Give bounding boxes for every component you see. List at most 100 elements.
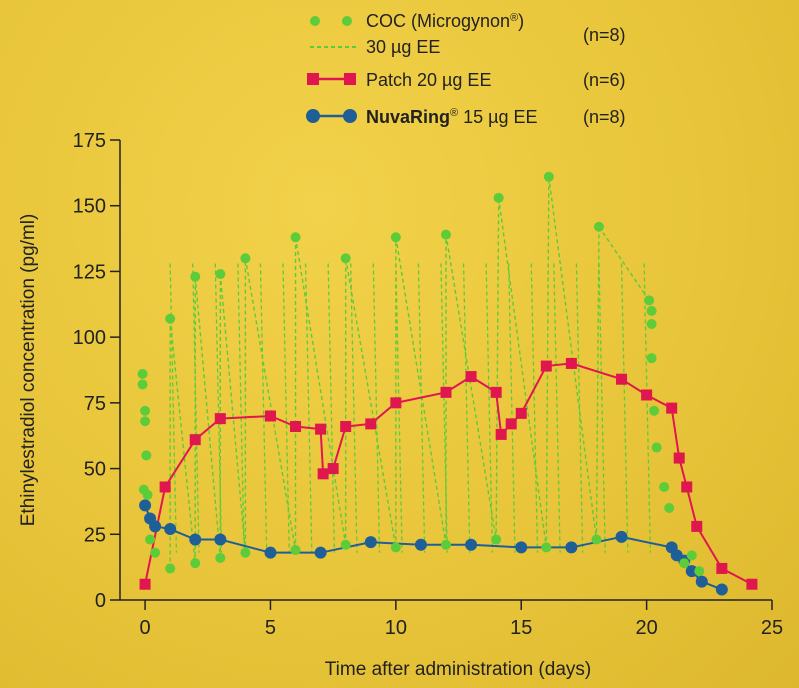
data-point-patch [616,373,628,385]
data-point-nuvaring [364,536,377,549]
x-tick-label: 5 [265,617,276,639]
data-point-patch [716,562,728,574]
coc-cycle-line [598,263,606,553]
data-point-patch [673,452,685,464]
coc-cycle-line [350,263,358,553]
data-point-patch [515,407,527,419]
data-point-coc [290,232,301,243]
legend-marker-nuvaring [343,109,357,123]
y-tick-label: 25 [84,524,106,546]
legend-n-patch: (n=6) [583,70,626,90]
data-point-nuvaring [414,538,427,551]
coc-cycle-line [575,263,584,553]
data-point-nuvaring [189,533,202,546]
data-point-patch [495,428,507,440]
coc-cycle-line [508,263,516,553]
data-point-nuvaring [685,565,698,578]
y-tick-label: 150 [73,196,106,218]
coc-cycle-line [495,197,500,540]
data-point-coc [150,547,161,558]
data-point-coc [441,539,451,550]
data-point-coc [340,253,351,264]
legend-brand-nuvaring: NuvaRing [366,107,450,127]
coc-cycle-line [395,263,403,553]
series-nuvaring [139,499,728,596]
data-point-coc [165,563,176,574]
data-point-coc [593,221,604,232]
coc-cycle-line [304,263,313,553]
data-point-coc [142,489,153,500]
data-point-nuvaring [465,538,478,551]
coc-cycle-line [643,263,652,553]
data-point-patch [139,578,151,590]
coc-cycle-line [282,263,290,553]
y-tick-label: 50 [84,459,106,481]
legend-tail-coc: ) [518,11,524,31]
y-axis-label: Ethinylestradiol concentration (pg/ml) [18,214,39,527]
data-point-patch [340,421,352,433]
legend-marker-patch [307,73,319,85]
y-tick-label: 175 [73,130,106,152]
coc-cycle-lines [169,176,653,569]
data-point-patch [641,389,653,401]
data-point-patch [159,481,171,493]
series-line-nuvaring [144,505,723,591]
coc-cycle-line [598,226,650,301]
x-tick-label: 20 [635,617,657,639]
legend-marker-patch [344,73,356,85]
data-point-coc [390,232,401,243]
coc-cycle-line [244,258,297,551]
data-point-patch [214,413,226,425]
data-point-coc [141,450,152,461]
legend-n-coc: (n=8) [583,25,626,45]
data-point-patch [315,423,327,435]
data-point-nuvaring [264,546,277,559]
legend-label-coc: COC (Microgynon®) [366,11,524,31]
data-point-coc [646,319,657,329]
coc-cycle-line [259,263,268,553]
coc-cycle-line [595,226,600,540]
y-tick-label: 100 [73,327,106,349]
data-point-patch [264,410,276,422]
data-point-patch [440,386,452,398]
legend-mark-nuvaring: ® [450,107,458,119]
data-point-coc [541,542,552,553]
series-coc [137,171,705,577]
data-point-patch [465,371,477,383]
data-point-patch [505,418,517,430]
data-point-coc [240,547,251,558]
data-point-nuvaring [139,499,152,512]
data-point-nuvaring [149,520,162,533]
data-point-coc [591,534,602,545]
data-point-nuvaring [314,546,327,559]
data-point-coc [390,542,401,553]
x-tick-label: 15 [510,617,532,639]
data-point-coc [649,405,660,416]
coc-cycle-line [445,234,497,540]
legend-marker-coc [342,16,352,26]
data-point-patch [540,360,552,372]
coc-cycle-line [417,263,426,553]
coc-cycle-line [237,263,245,553]
coc-cycle-line [553,263,561,553]
series-line-patch [144,362,753,586]
data-point-coc [664,503,675,513]
legend-label-patch: Patch 20 µg EE [366,70,491,90]
data-point-coc [140,416,151,427]
series-patch [139,357,758,590]
coc-cycle-line [462,263,471,553]
data-point-coc [190,558,201,569]
coc-cycle-line [169,263,178,553]
data-point-coc [240,253,251,264]
data-point-coc [215,269,226,280]
coc-cycle-line [192,263,200,553]
data-point-coc [441,229,451,240]
x-axis-label: Time after administration (days) [325,659,591,680]
y-tick-label: 0 [95,590,106,612]
coc-cycle-line [372,263,381,553]
data-point-coc [659,481,670,492]
coc-cycle-line [169,318,196,564]
data-point-patch [681,481,693,493]
y-tick-label: 75 [84,393,106,415]
data-point-patch [490,386,502,398]
